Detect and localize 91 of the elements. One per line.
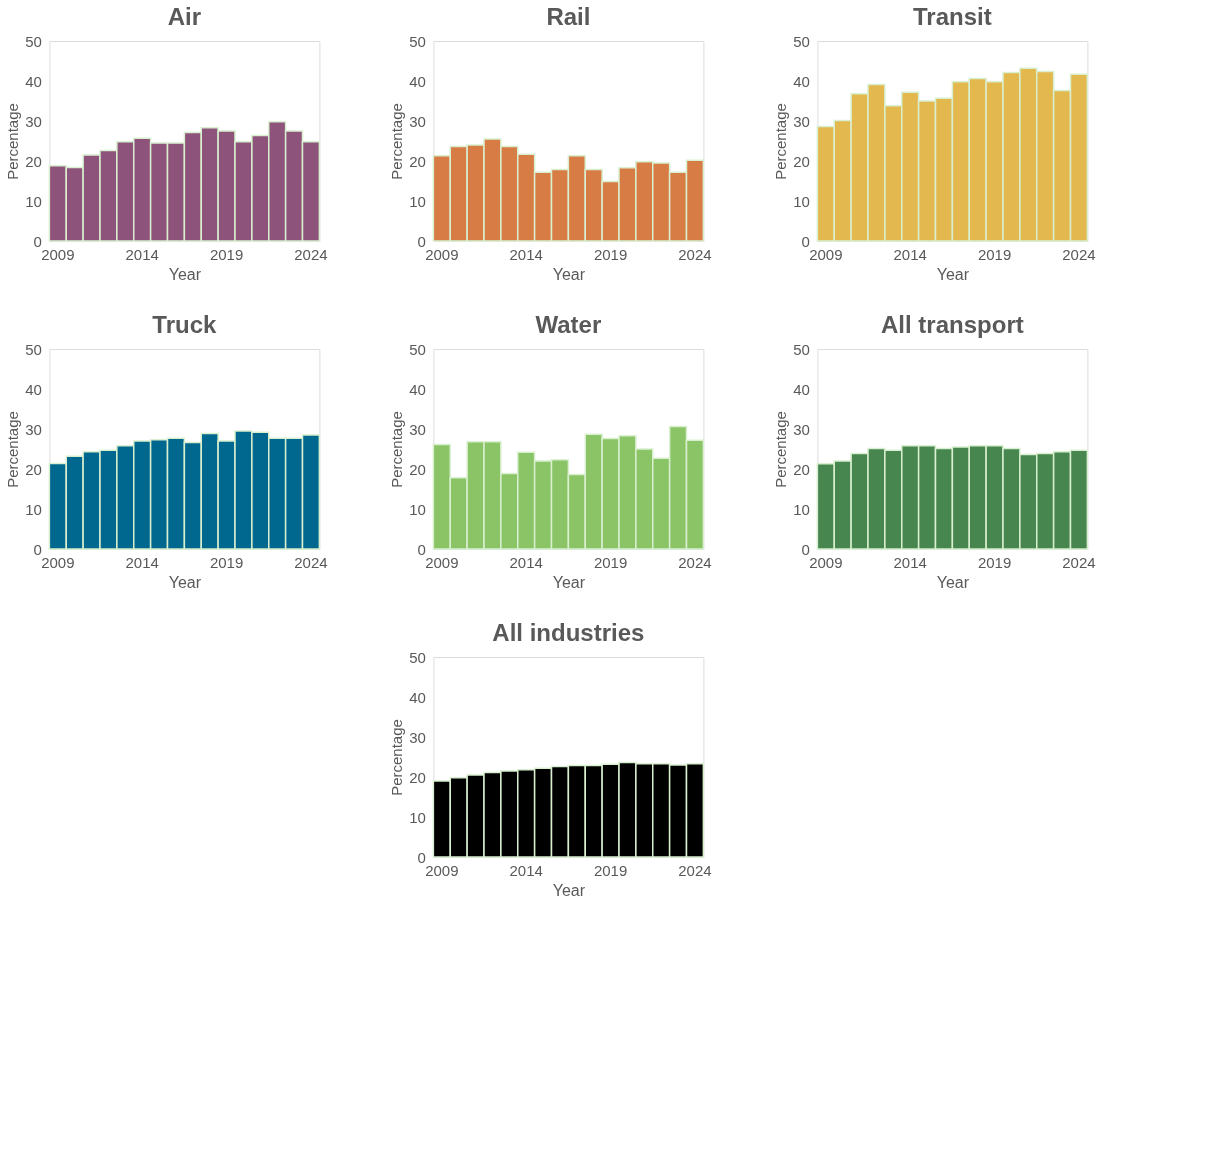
x-tick-label: 2024 (1062, 245, 1096, 263)
x-tick-label: 2014 (509, 245, 543, 263)
y-tick-label: 10 (409, 808, 426, 826)
y-tick-label: 20 (793, 152, 810, 170)
y-tick-label: 0 (417, 848, 426, 866)
y-tick-label: 30 (793, 112, 810, 130)
x-tick-label: 2009 (41, 553, 75, 571)
y-tick-label: 10 (793, 192, 810, 210)
y-axis-title: Percentage (772, 411, 790, 488)
x-tick-label: 2014 (125, 245, 159, 263)
y-tick-label: 20 (409, 460, 426, 478)
x-tick-label: 2019 (593, 553, 628, 571)
x-tick-label: 2009 (809, 245, 843, 263)
y-tick-label: 50 (793, 340, 810, 358)
y-tick-label: 40 (793, 72, 810, 90)
x-tick-label: 2019 (977, 245, 1012, 263)
x-tick-label: 2014 (893, 553, 927, 571)
y-axis-title: Percentage (772, 103, 790, 180)
chart-title: All industries (492, 619, 645, 646)
y-tick-label: 20 (793, 460, 810, 478)
x-tick-label: 2009 (809, 553, 843, 571)
x-tick-label: 2024 (678, 245, 712, 263)
x-tick-label: 2019 (593, 245, 628, 263)
x-tick-label: 2009 (425, 861, 459, 879)
y-tick-label: 40 (793, 380, 810, 398)
y-axis-title: Percentage (4, 411, 22, 488)
x-axis-title: Year (168, 265, 202, 283)
y-tick-label: 10 (409, 192, 426, 210)
y-tick-label: 30 (25, 420, 42, 438)
y-tick-label: 50 (793, 32, 810, 50)
x-tick-label: 2009 (425, 553, 459, 571)
y-tick-label: 30 (409, 420, 426, 438)
chart-title: All transport (881, 311, 1024, 338)
y-axis-title: Percentage (4, 103, 22, 180)
chart-title: Air (167, 3, 202, 30)
x-tick-label: 2019 (593, 861, 628, 879)
y-tick-label: 20 (25, 152, 42, 170)
y-tick-label: 50 (409, 648, 426, 666)
x-tick-label: 2014 (125, 553, 159, 571)
y-tick-label: 30 (793, 420, 810, 438)
y-tick-label: 10 (25, 192, 42, 210)
y-tick-label: 30 (409, 728, 426, 746)
x-tick-label: 2019 (209, 553, 244, 571)
x-tick-label: 2014 (893, 245, 927, 263)
x-tick-label: 2019 (209, 245, 244, 263)
x-tick-label: 2024 (294, 553, 328, 571)
y-tick-label: 50 (409, 340, 426, 358)
y-tick-label: 30 (409, 112, 426, 130)
x-tick-label: 2024 (294, 245, 328, 263)
y-tick-label: 30 (25, 112, 42, 130)
x-axis-title: Year (936, 265, 970, 283)
y-tick-label: 0 (801, 540, 810, 558)
y-tick-label: 0 (33, 540, 42, 558)
x-tick-label: 2014 (509, 861, 543, 879)
x-tick-label: 2024 (678, 553, 712, 571)
y-axis-title: Percentage (388, 103, 406, 180)
x-tick-label: 2024 (1062, 553, 1096, 571)
y-tick-label: 20 (409, 768, 426, 786)
y-tick-label: 40 (25, 380, 42, 398)
chart-title: Water (535, 311, 602, 338)
y-axis-title: Percentage (388, 411, 406, 488)
x-axis-title: Year (936, 573, 970, 591)
y-tick-label: 40 (409, 380, 426, 398)
y-tick-label: 10 (793, 500, 810, 518)
x-tick-label: 2024 (678, 861, 712, 879)
x-axis-title: Year (552, 573, 586, 591)
x-axis-title: Year (552, 265, 586, 283)
y-tick-label: 10 (25, 500, 42, 518)
y-tick-label: 50 (25, 340, 42, 358)
y-tick-label: 40 (409, 72, 426, 90)
x-tick-label: 2009 (41, 245, 75, 263)
y-tick-label: 40 (25, 72, 42, 90)
x-tick-label: 2009 (425, 245, 459, 263)
x-tick-label: 2019 (977, 553, 1012, 571)
y-tick-label: 20 (25, 460, 42, 478)
y-tick-label: 40 (409, 688, 426, 706)
y-tick-label: 50 (25, 32, 42, 50)
y-tick-label: 0 (417, 540, 426, 558)
chart-title: Truck (152, 311, 218, 338)
x-axis-title: Year (168, 573, 202, 591)
y-axis-title: Percentage (388, 719, 406, 796)
y-tick-label: 0 (33, 232, 42, 250)
y-tick-label: 0 (417, 232, 426, 250)
x-axis-title: Year (552, 881, 586, 899)
chart-title: Rail (546, 3, 591, 30)
y-tick-label: 0 (801, 232, 810, 250)
chart-title: Transit (913, 3, 992, 30)
y-tick-label: 50 (409, 32, 426, 50)
y-tick-label: 20 (409, 152, 426, 170)
x-tick-label: 2014 (509, 553, 543, 571)
y-tick-label: 10 (409, 500, 426, 518)
